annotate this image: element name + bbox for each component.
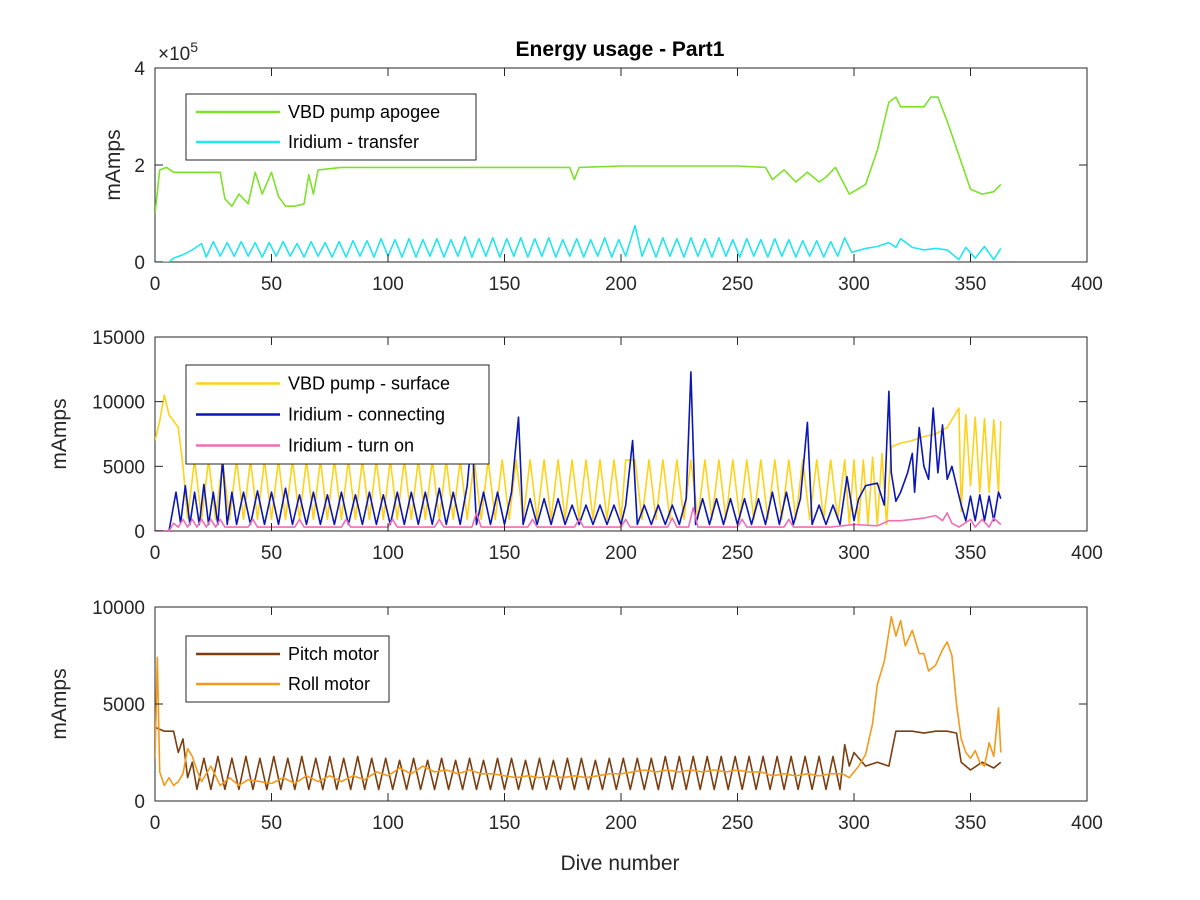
legend-label: Iridium - turn on bbox=[288, 436, 414, 456]
x-tick-label: 250 bbox=[722, 543, 754, 564]
x-tick-label: 300 bbox=[838, 543, 870, 564]
x-tick-label: 150 bbox=[489, 813, 521, 834]
legend: VBD pump apogee Iridium - transfer bbox=[185, 93, 477, 161]
legend: VBD pump - surface Iridium - connecting Ir… bbox=[185, 364, 490, 465]
legend-label: Roll motor bbox=[288, 674, 370, 694]
legend-label: VBD pump apogee bbox=[288, 102, 440, 122]
x-tick-label: 100 bbox=[372, 813, 404, 834]
x-tick-label: 250 bbox=[722, 274, 754, 295]
y-tick-label: 4 bbox=[134, 59, 145, 80]
chart-title: Energy usage - Part1 bbox=[516, 38, 725, 61]
series-line-vbd-apogee bbox=[155, 96, 1002, 214]
x-tick-label: 150 bbox=[489, 274, 521, 295]
legend-box bbox=[185, 93, 477, 161]
y-multiplier: ×105 bbox=[158, 39, 198, 65]
series-line-iridium-connecting bbox=[155, 371, 1002, 531]
y-tick-label: 5000 bbox=[103, 695, 145, 716]
y-tick-label: 2 bbox=[134, 156, 145, 177]
x-tick-label: 0 bbox=[150, 274, 161, 295]
x-tick-label: 250 bbox=[722, 813, 754, 834]
y-tick-label: 0 bbox=[134, 792, 145, 813]
x-tick-label: 300 bbox=[838, 274, 870, 295]
y-tick-label: 0 bbox=[134, 522, 145, 543]
legend-label: VBD pump - surface bbox=[288, 374, 450, 394]
x-tick-label: 200 bbox=[605, 274, 637, 295]
series-group bbox=[155, 96, 1002, 262]
y-axis-label: mAmps bbox=[48, 398, 71, 469]
x-tick-label: 150 bbox=[489, 543, 521, 564]
x-tick-label: 400 bbox=[1071, 813, 1103, 834]
y-tick-label: 0 bbox=[134, 253, 145, 274]
panel-1: 0 50 100 150 200 250 300 350 400 0 2 4 mAmps ×105 VBD … bbox=[102, 39, 1103, 295]
x-tick-label: 400 bbox=[1071, 274, 1103, 295]
x-tick-label: 100 bbox=[372, 543, 404, 564]
x-tick-label: 200 bbox=[605, 543, 637, 564]
x-tick-label: 0 bbox=[150, 543, 161, 564]
legend-label: Pitch motor bbox=[288, 644, 379, 664]
x-tick-label: 350 bbox=[955, 813, 987, 834]
y-axis-label: mAmps bbox=[48, 668, 71, 739]
legend: Pitch motor Roll motor bbox=[185, 635, 390, 703]
x-tick-label: 50 bbox=[261, 274, 282, 295]
x-axis-label: Dive number bbox=[560, 852, 679, 875]
y-tick-label: 10000 bbox=[92, 598, 145, 619]
y-tick-label: 5000 bbox=[103, 457, 145, 478]
x-tick-label: 50 bbox=[261, 543, 282, 564]
series-line-iridium-turn-on bbox=[155, 506, 1002, 531]
x-tick-label: 100 bbox=[372, 274, 404, 295]
y-axis-label: mAmps bbox=[102, 129, 125, 200]
x-tick-label: 50 bbox=[261, 813, 282, 834]
y-tick-label: 15000 bbox=[92, 328, 145, 349]
x-tick-label: 350 bbox=[955, 274, 987, 295]
x-tick-label: 300 bbox=[838, 813, 870, 834]
x-tick-label: 350 bbox=[955, 543, 987, 564]
legend-label: Iridium - connecting bbox=[288, 405, 445, 425]
series-line-roll-motor bbox=[155, 615, 1002, 787]
series-line-pitch-motor bbox=[155, 726, 1002, 791]
series-line-iridium-transfer bbox=[155, 224, 1002, 262]
panel-2: 0 50 100 150 200 250 300 350 400 0 5000 10000 15000 m… bbox=[48, 328, 1103, 564]
y-tick-label: 10000 bbox=[92, 393, 145, 414]
series-group bbox=[155, 615, 1002, 791]
x-tick-label: 200 bbox=[605, 813, 637, 834]
x-tick-label: 400 bbox=[1071, 543, 1103, 564]
legend-box bbox=[185, 635, 390, 703]
x-tick-label: 0 bbox=[150, 813, 161, 834]
legend-label: Iridium - transfer bbox=[288, 132, 419, 152]
panel-3: 0 50 100 150 200 250 300 350 400 0 5000 10000 mAmps P… bbox=[48, 598, 1103, 834]
